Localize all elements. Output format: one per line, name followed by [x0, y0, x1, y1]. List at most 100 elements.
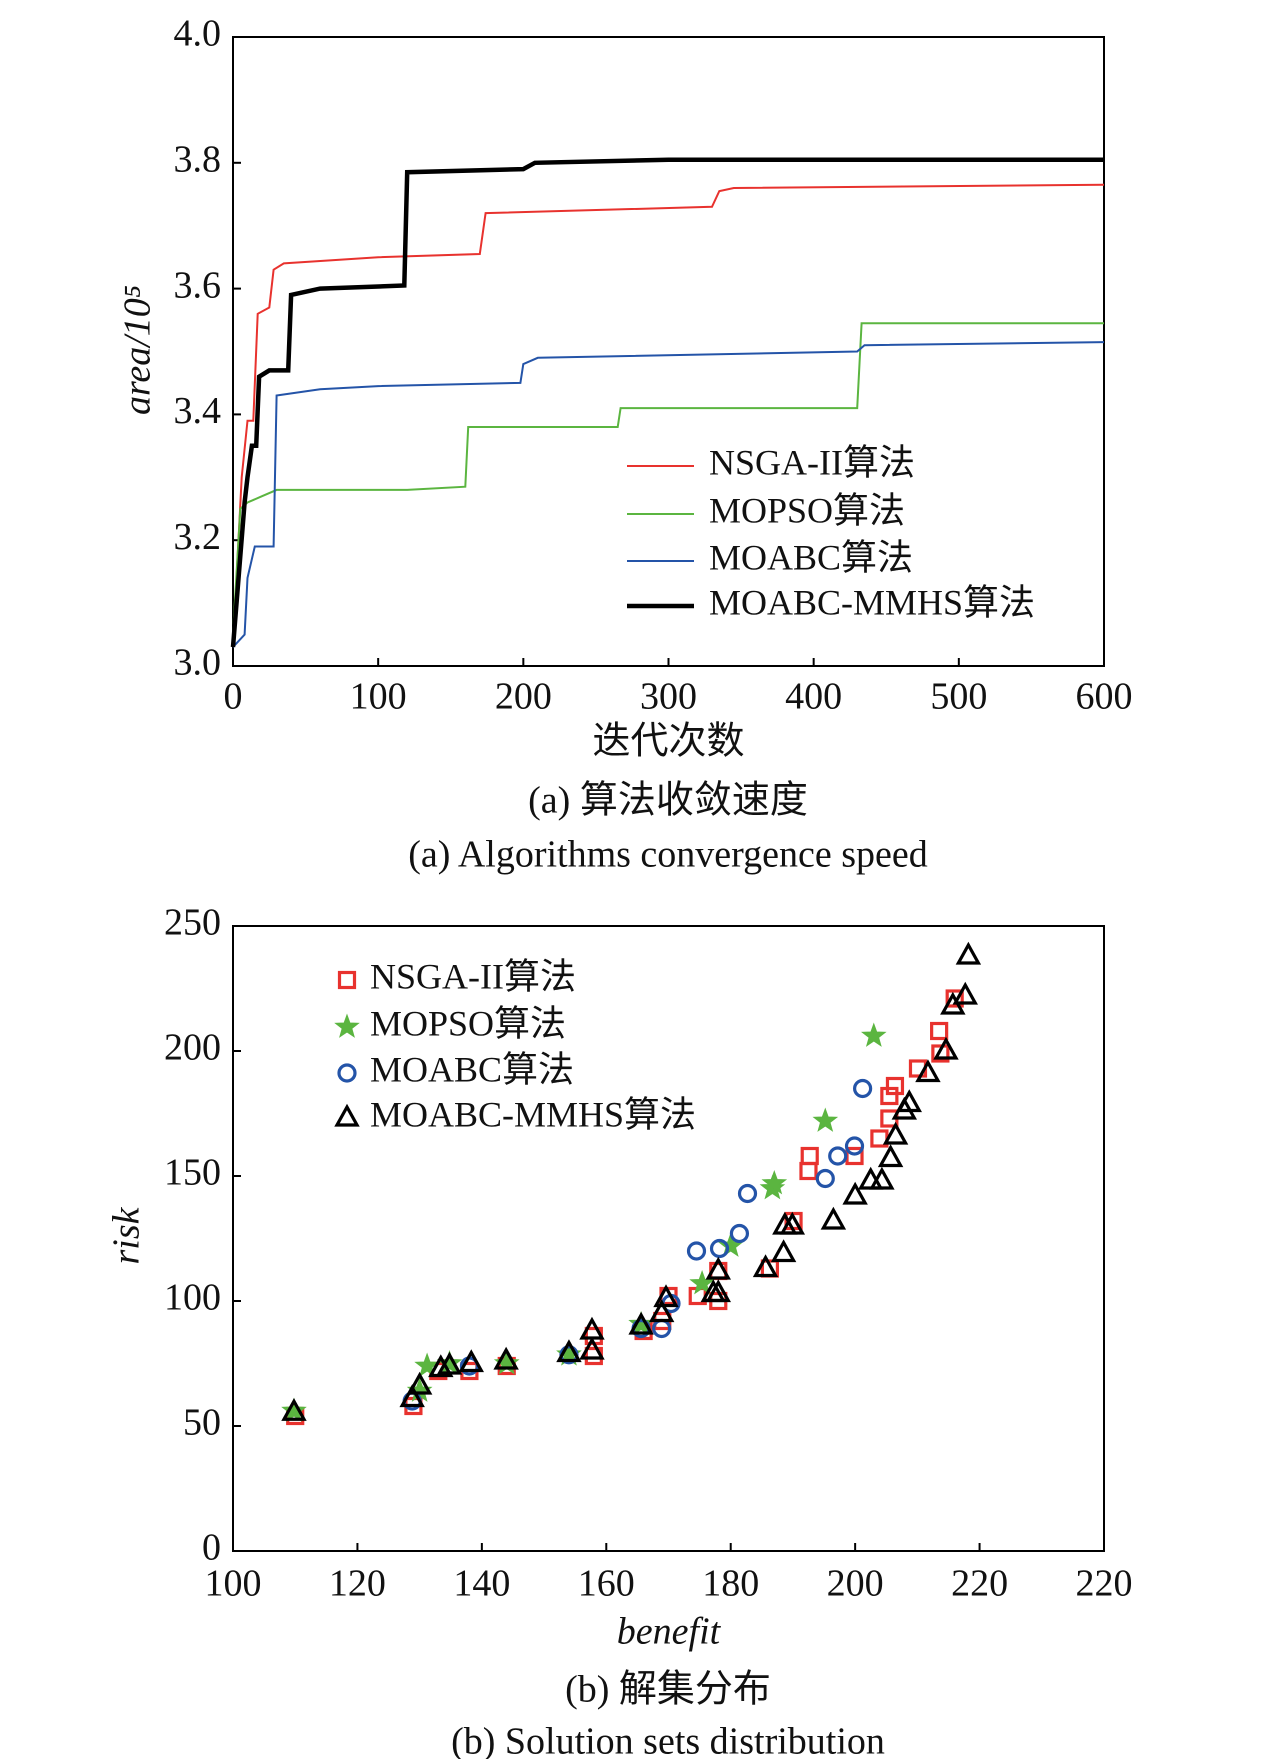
x-tick-label: 300: [640, 676, 697, 718]
marker-triangle: [915, 1059, 941, 1083]
marker-triangle: [399, 1384, 425, 1408]
marker-star: [334, 1013, 360, 1038]
y-tick-label: 150: [164, 1152, 221, 1194]
caption-cn: (b) 解集分布: [565, 1669, 771, 1711]
marker-triangle: [334, 1103, 360, 1127]
y-tick-label: 3.4: [174, 390, 222, 432]
y-axis-label: risk: [106, 1206, 148, 1264]
x-tick-label: 160: [578, 1563, 635, 1605]
marker-triangle: [653, 1284, 679, 1308]
y-tick-label: 50: [183, 1402, 221, 1444]
marker-triangle: [869, 1166, 895, 1190]
marker-triangle: [436, 1351, 463, 1375]
y-tick-label: 3.8: [174, 139, 222, 181]
marker-triangle: [406, 1371, 433, 1395]
caption-en: (b) Solution sets distribution: [451, 1721, 885, 1759]
marker-circle: [686, 1241, 707, 1261]
marker-star: [281, 1397, 307, 1422]
marker-circle: [337, 1063, 357, 1083]
marker-circle: [853, 1078, 873, 1099]
marker-triangle: [579, 1316, 605, 1340]
marker-square: [930, 1021, 949, 1041]
series-line: [232, 341, 1105, 648]
marker-square: [337, 970, 357, 990]
x-tick-label: 140: [453, 1563, 510, 1605]
marker-triangle: [820, 1206, 847, 1230]
marker-star: [689, 1270, 715, 1295]
y-tick-label: 200: [164, 1027, 221, 1069]
marker-triangle: [458, 1349, 485, 1373]
marker-triangle: [877, 1144, 904, 1168]
x-tick-label: 100: [350, 676, 407, 718]
marker-square: [931, 1044, 950, 1063]
x-tick-label: 500: [930, 676, 987, 718]
marker-triangle: [705, 1256, 731, 1280]
x-tick-label: 200: [827, 1563, 884, 1605]
y-tick-label: 0: [202, 1527, 221, 1569]
marker-triangle: [556, 1339, 582, 1363]
y-tick-label: 4.0: [174, 13, 222, 55]
marker-triangle: [779, 1211, 806, 1235]
x-axis-label: 迭代次数: [592, 721, 744, 763]
x-tick-label: 180: [702, 1563, 759, 1605]
marker-circle: [729, 1223, 750, 1244]
legend-label: MOABC-MMHS算法: [370, 1094, 696, 1134]
x-tick-label: 120: [329, 1563, 386, 1605]
legend-label: MOPSO算法: [370, 1003, 566, 1043]
marker-square: [945, 989, 964, 1008]
marker-triangle: [896, 1089, 922, 1113]
legend-label: MOABC算法: [370, 1049, 574, 1089]
marker-circle: [737, 1183, 758, 1204]
marker-circle: [844, 1136, 865, 1156]
plot-frame: [232, 925, 1105, 1552]
marker-triangle: [628, 1311, 654, 1335]
y-tick-label: 100: [164, 1277, 221, 1319]
legend-label: MOPSO算法: [709, 490, 905, 530]
marker-triangle: [428, 1354, 454, 1378]
x-axis-label: benefit: [617, 1611, 722, 1653]
y-tick-label: 3.0: [174, 642, 222, 684]
x-tick-label: 100: [205, 1563, 262, 1605]
caption-cn: (a) 算法收敛速度: [528, 780, 808, 822]
legend-label: NSGA-II算法: [709, 442, 915, 482]
marker-triangle: [882, 1121, 909, 1145]
marker-triangle: [955, 941, 982, 965]
y-tick-label: 3.6: [174, 264, 222, 306]
marker-star: [861, 1022, 887, 1047]
plot-frame: [232, 36, 1105, 667]
marker-triangle: [770, 1239, 797, 1263]
caption-en: (a) Algorithms convergence speed: [408, 834, 928, 876]
series-line: [230, 157, 1104, 648]
legend-label: MOABC算法: [709, 537, 913, 577]
marker-star: [414, 1352, 440, 1377]
marker-square: [799, 1161, 818, 1181]
marker-triangle: [281, 1397, 307, 1421]
legend-label: MOABC-MMHS算法: [709, 582, 1035, 622]
marker-square: [800, 1146, 819, 1166]
marker-triangle: [705, 1279, 731, 1303]
marker-triangle: [579, 1336, 605, 1360]
marker-triangle: [842, 1181, 868, 1205]
marker-square: [885, 1076, 905, 1096]
y-tick-label: 3.2: [174, 516, 222, 558]
x-tick-label: 600: [1076, 676, 1133, 718]
legend-label: NSGA-II算法: [370, 956, 576, 996]
marker-triangle: [752, 1254, 779, 1278]
marker-circle: [709, 1238, 730, 1259]
x-tick-label: 220: [1076, 1563, 1133, 1605]
x-tick-label: 0: [224, 676, 243, 718]
marker-circle: [815, 1168, 835, 1189]
y-tick-label: 250: [164, 902, 221, 944]
marker-triangle: [648, 1299, 675, 1323]
x-tick-label: 220: [951, 1563, 1008, 1605]
marker-star: [628, 1310, 654, 1336]
marker-triangle: [952, 981, 978, 1005]
marker-triangle: [493, 1346, 519, 1370]
series-line: [232, 322, 1104, 635]
marker-square: [880, 1086, 899, 1106]
y-axis-label: area/10⁵: [117, 285, 159, 415]
marker-circle: [828, 1146, 848, 1166]
marker-star: [812, 1107, 839, 1132]
series-line: [232, 183, 1105, 648]
